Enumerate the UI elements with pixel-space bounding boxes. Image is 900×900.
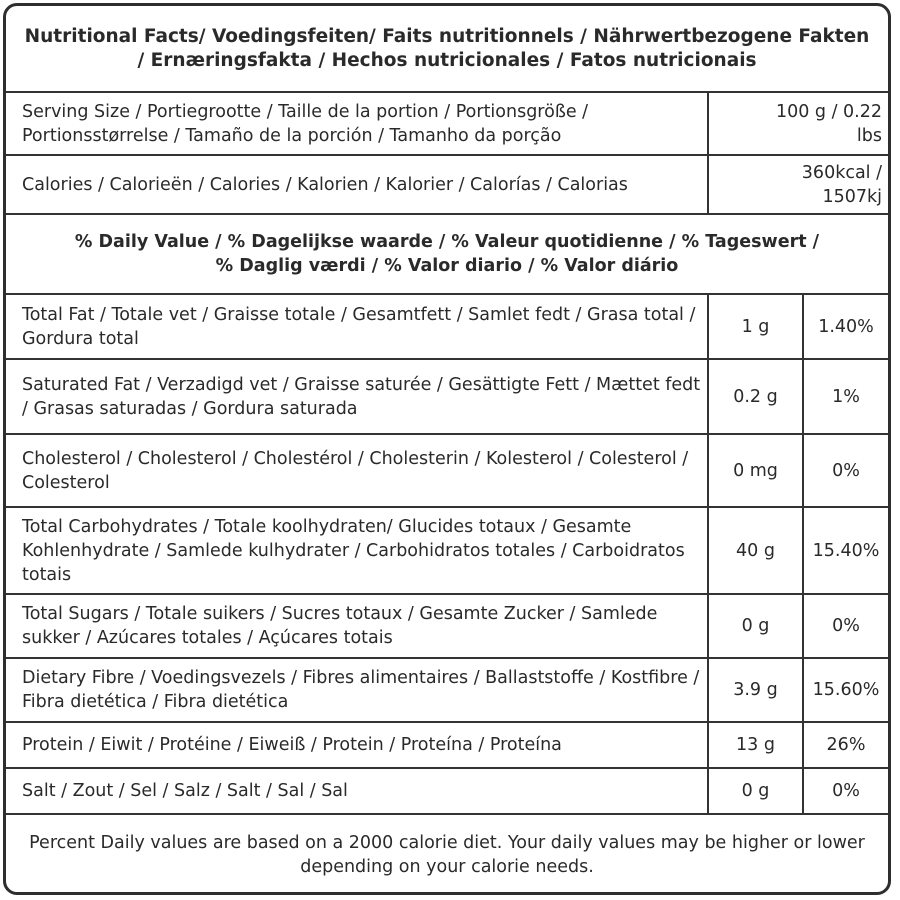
nutrient-label: Total Sugars / Totale suikers / Sucres t… [6,595,709,657]
calories-value: 360kcal / 1507kj [801,162,882,207]
nutrient-row: Cholesterol / Cholesterol / Cholestérol … [6,435,888,508]
nutrient-label: Dietary Fibre / Voedingsvezels / Fibres … [6,659,709,721]
label-title: Nutritional Facts/ Voedingsfeiten/ Faits… [24,25,870,71]
nutrient-amount: 1 g [709,295,804,358]
nutrient-percent: 1% [832,386,860,407]
nutrient-label: Protein / Eiwit / Protéine / Eiweiß / Pr… [6,723,709,767]
nutrient-row: Total Sugars / Totale suikers / Sucres t… [6,595,888,659]
nutrient-amount: 0 g [709,595,804,657]
nutrient-amount: 3.9 g [709,659,804,721]
nutrient-amount: 0 mg [709,435,804,506]
calories-label: Calories / Calorieën / Calories / Kalori… [6,156,709,213]
nutrient-percent: 15.60% [812,680,880,700]
nutrient-percent: 0% [832,460,860,481]
nutrient-label: Total Fat / Totale vet / Graisse totale … [6,295,709,358]
nutrition-label: Nutritional Facts/ Voedingsfeiten/ Faits… [3,3,891,895]
footnote-row: Percent Daily values are based on a 2000… [6,815,888,892]
serving-size-value: 100 g / 0.22 lbs [775,101,882,146]
nutrient-label: Saturated Fat / Verzadigd vet / Graisse … [6,360,709,433]
daily-value-header: % Daily Value / % Dagelijkse waarde / % … [74,232,820,276]
title-row: Nutritional Facts/ Voedingsfeiten/ Faits… [6,6,888,93]
nutrient-row: Protein / Eiwit / Protéine / Eiweiß / Pr… [6,723,888,769]
nutrient-percent: 1.40% [818,316,874,337]
nutrient-row: Saturated Fat / Verzadigd vet / Graisse … [6,360,888,435]
nutrient-row: Total Carbohydrates / Totale koolhydrate… [6,508,888,595]
nutrient-label: Total Carbohydrates / Totale koolhydrate… [6,508,709,593]
nutrient-row: Total Fat / Totale vet / Graisse totale … [6,295,888,360]
nutrient-amount: 0 g [709,769,804,813]
serving-size-row: Serving Size / Portiegrootte / Taille de… [6,93,888,156]
nutrient-percent: 26% [826,735,866,755]
footnote: Percent Daily values are based on a 2000… [29,833,865,877]
nutrient-row: Salt / Zout / Sel / Salz / Salt / Sal / … [6,769,888,815]
nutrient-percent: 0% [832,616,860,636]
nutrient-label: Cholesterol / Cholesterol / Cholestérol … [6,435,709,506]
calories-row: Calories / Calorieën / Calories / Kalori… [6,156,888,215]
daily-value-header-row: % Daily Value / % Dagelijkse waarde / % … [6,215,888,295]
nutrient-row: Dietary Fibre / Voedingsvezels / Fibres … [6,659,888,723]
nutrient-label: Salt / Zout / Sel / Salz / Salt / Sal / … [6,769,709,813]
nutrient-percent: 0% [832,781,860,801]
nutrient-amount: 13 g [709,723,804,767]
nutrient-percent: 15.40% [812,540,880,561]
nutrient-amount: 40 g [709,508,804,593]
serving-size-label: Serving Size / Portiegrootte / Taille de… [6,93,709,154]
nutrient-amount: 0.2 g [709,360,804,433]
